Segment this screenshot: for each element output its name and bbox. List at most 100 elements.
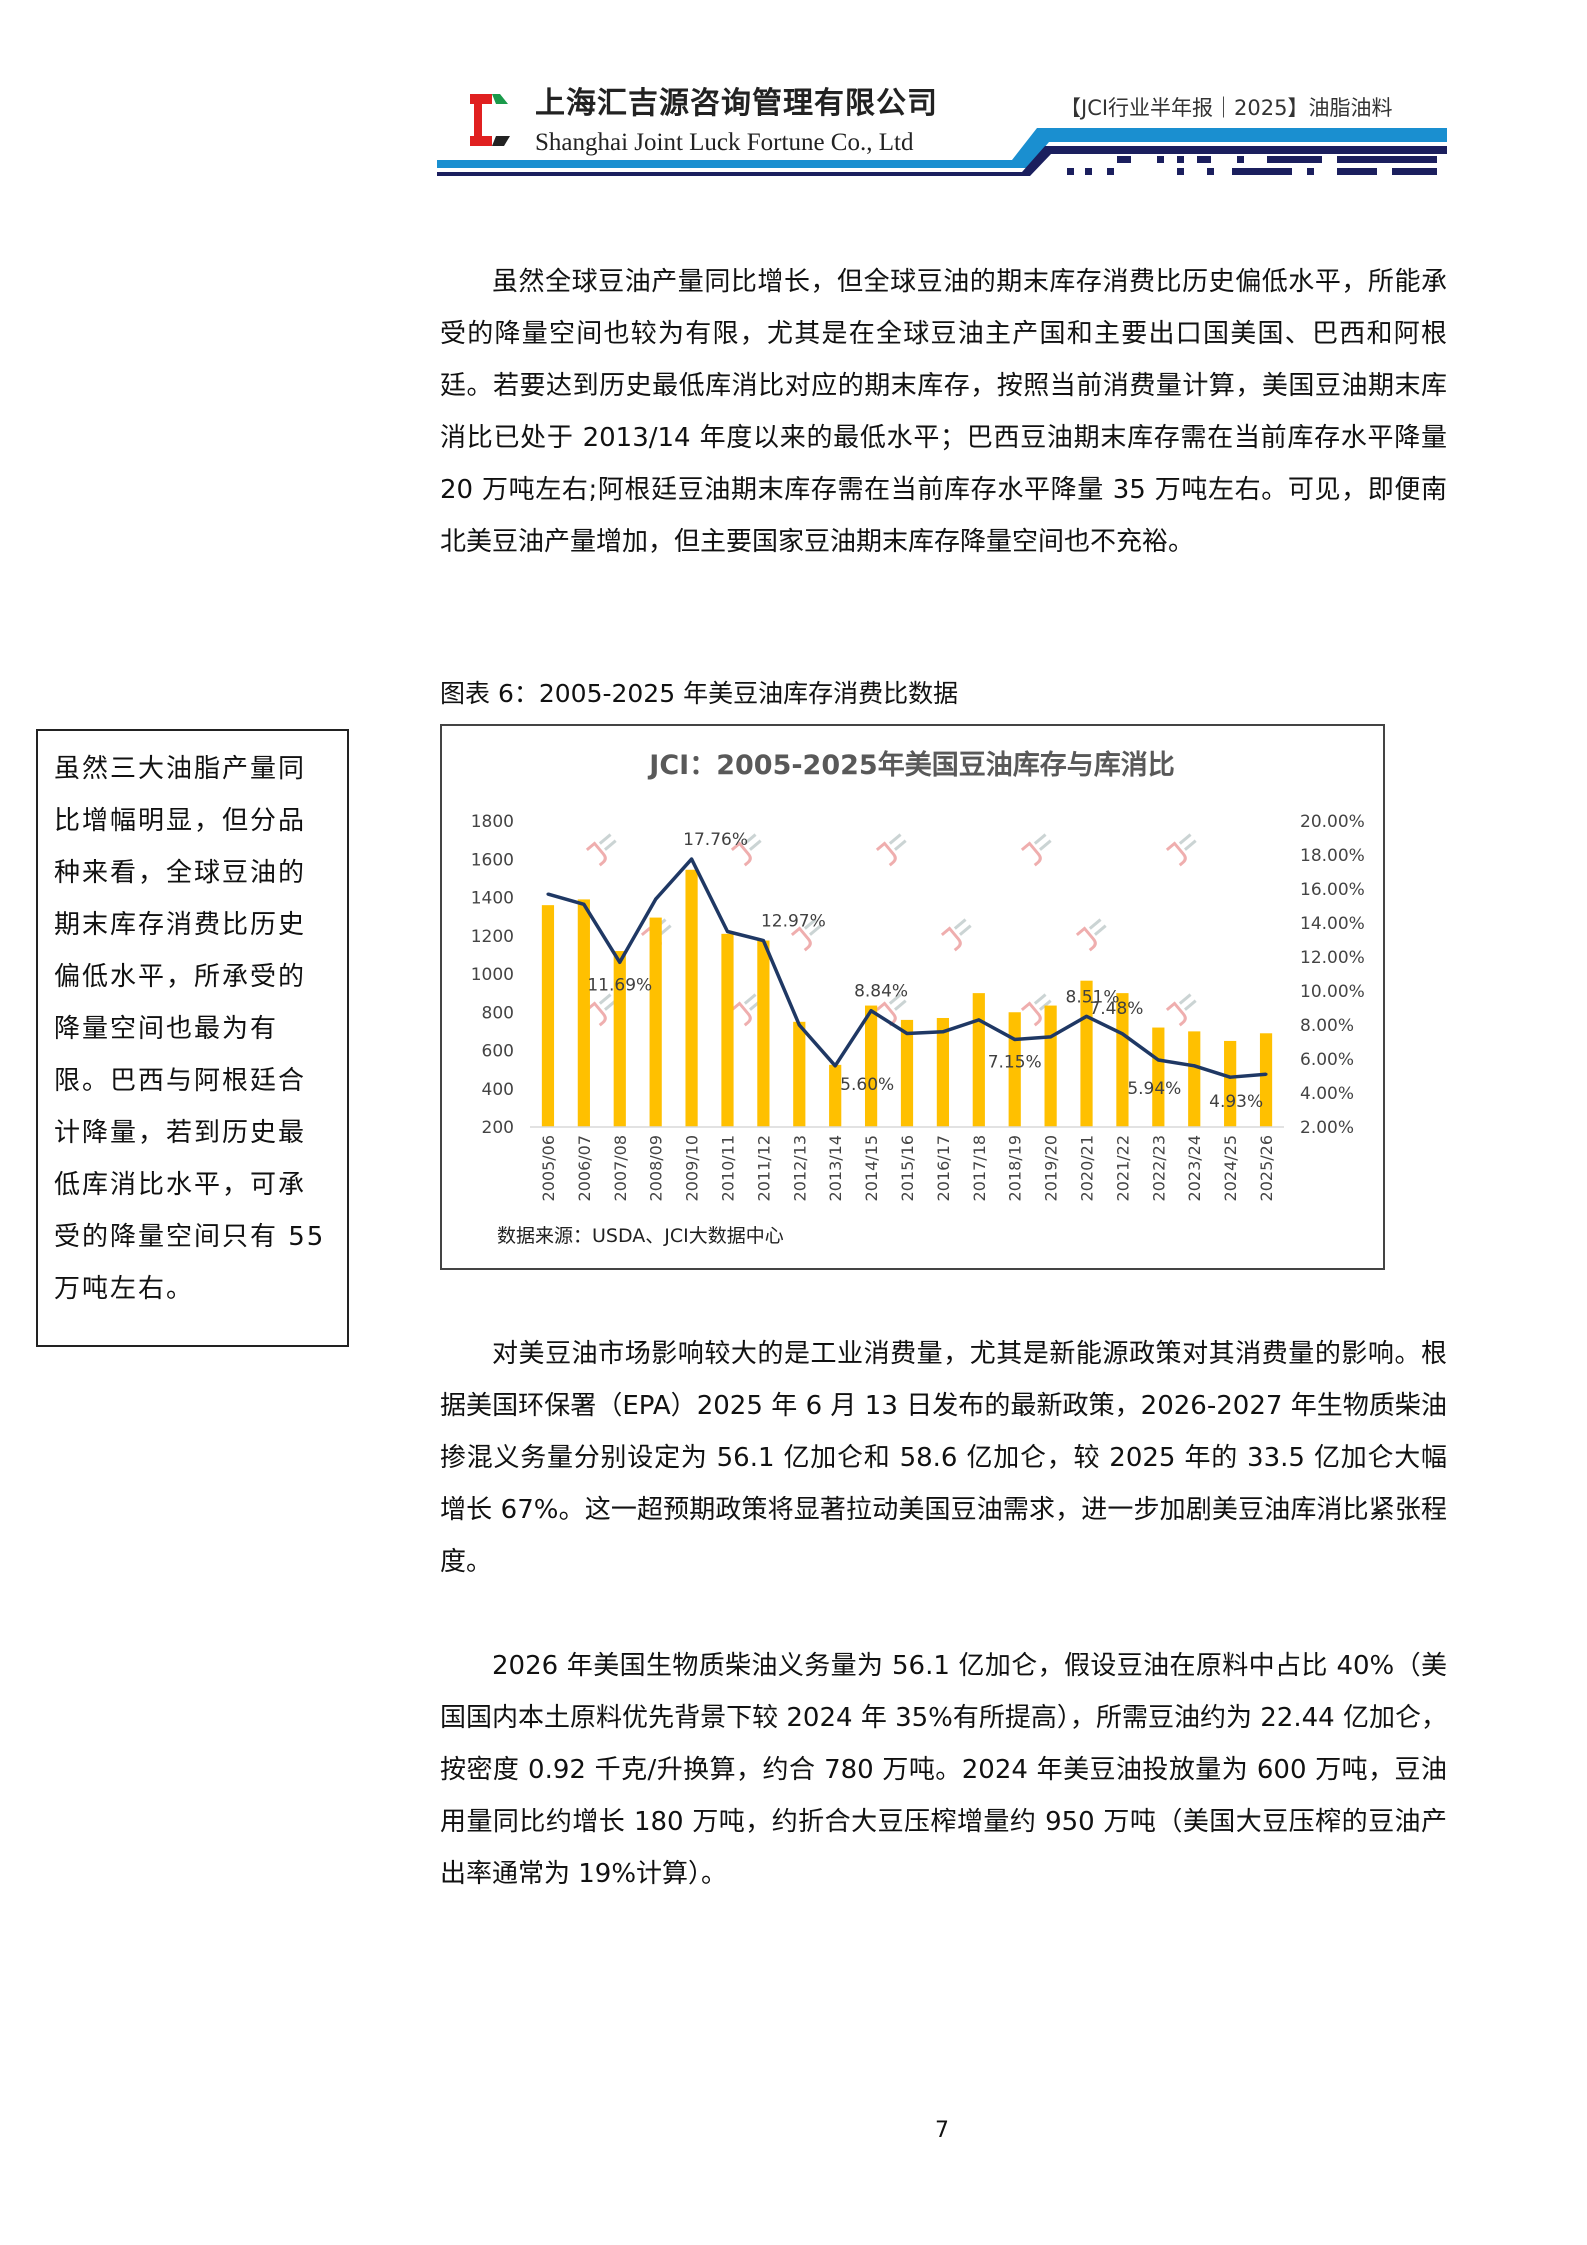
bar — [1224, 1040, 1237, 1127]
watermark-j-shape — [1020, 1001, 1042, 1027]
bar — [685, 869, 698, 1127]
x-axis-tick: 2009/10 — [683, 1135, 702, 1201]
watermark-logo — [585, 993, 617, 1027]
watermark-logo — [730, 833, 762, 867]
paragraph-3-text: 2026 年美国生物质柴油义务量为 56.1 亿加仑，假设豆油在原料中占比 40… — [440, 1651, 1447, 1889]
bar — [613, 951, 626, 1127]
x-axis-tick: 2016/17 — [934, 1135, 953, 1201]
x-axis-tick: 2024/25 — [1221, 1135, 1240, 1201]
watermark-logo — [1020, 833, 1052, 867]
watermark-mark — [894, 839, 907, 851]
watermark-j-shape — [1165, 1001, 1187, 1027]
paragraph-3: 2026 年美国生物质柴油义务量为 56.1 亿加仑，假设豆油在原料中占比 40… — [440, 1640, 1447, 1900]
right-axis-tick: 20.00% — [1300, 812, 1365, 832]
figure-caption: 图表 6：2005-2025 年美豆油库存消费比数据 — [440, 679, 959, 708]
company-logo — [470, 94, 510, 146]
watermark-j-shape — [585, 1001, 607, 1027]
x-axis-tick: 2017/18 — [970, 1135, 989, 1201]
left-axis-tick: 1600 — [471, 850, 514, 870]
bar — [649, 917, 662, 1127]
bar — [793, 1021, 806, 1127]
bar — [721, 933, 734, 1127]
ratio-point — [1192, 1064, 1196, 1068]
ratio-point — [869, 1009, 873, 1013]
watermark-mark — [1178, 833, 1192, 845]
x-axis-tick: 2013/14 — [826, 1135, 845, 1201]
company-name-en: Shanghai Joint Luck Fortune Co., Ltd — [535, 129, 914, 156]
ratio-series — [546, 857, 1268, 1079]
watermark-mark — [1033, 833, 1047, 845]
watermark-mark — [888, 993, 902, 1005]
bar — [1188, 1031, 1201, 1127]
ratio-point — [654, 897, 658, 901]
ratio-point — [690, 857, 694, 861]
data-label: 8.84% — [854, 982, 908, 1002]
data-label: 12.97% — [761, 912, 826, 932]
watermark-mark — [743, 993, 757, 1005]
right-axis-tick: 18.00% — [1300, 846, 1365, 866]
x-axis-tick: 2025/26 — [1257, 1135, 1276, 1201]
bar — [1152, 1027, 1165, 1127]
ratio-point — [1049, 1035, 1053, 1039]
left-axis-tick: 800 — [482, 1003, 514, 1023]
paragraph-2-text: 对美豆油市场影响较大的是工业消费量，尤其是新能源政策对其消费量的影响。根据美国环… — [440, 1339, 1447, 1577]
data-label: 7.15% — [988, 1052, 1042, 1072]
chart-title: JCI：2005-2025年美国豆油库存与库消比 — [647, 749, 1174, 781]
watermark-mark — [604, 839, 617, 851]
x-axis-tick: 2018/19 — [1006, 1135, 1025, 1201]
ratio-point — [941, 1030, 945, 1034]
watermark-j-shape — [730, 841, 752, 867]
right-axis-tick: 6.00% — [1300, 1050, 1354, 1070]
paragraph-1: 虽然全球豆油产量同比增长，但全球豆油的期末库存消费比历史偏低水平，所能承受的降量… — [440, 256, 1447, 568]
sidebar-note: 虽然三大油脂产量同比增幅明显，但分品种来看，全球豆油的期末库存消费比历史偏低水平… — [36, 729, 349, 1347]
ratio-point — [1228, 1075, 1232, 1079]
header-decoration — [437, 128, 1447, 176]
ratio-point — [761, 939, 765, 943]
bar — [900, 1019, 914, 1127]
watermark-mark — [1184, 999, 1197, 1011]
watermark-logo — [790, 918, 822, 952]
x-axis-tick: 2010/11 — [718, 1135, 737, 1201]
ratio-point — [725, 930, 729, 933]
ratio-point — [1085, 1014, 1089, 1018]
ratio-point — [1013, 1037, 1017, 1041]
left-axis-tick: 200 — [482, 1118, 514, 1138]
chart-frame: JCI：2005-2025年美国豆油库存与库消比 11.69% 17.76% 12.… — [440, 724, 1385, 1270]
data-label: 4.93% — [1209, 1092, 1263, 1112]
bar — [577, 899, 590, 1127]
bar — [829, 1064, 842, 1127]
data-label: 11.69% — [587, 975, 652, 995]
left-axis-tick: 600 — [482, 1042, 514, 1062]
x-axis-tick: 2007/08 — [611, 1135, 630, 1201]
left-axis-tick: 400 — [482, 1080, 514, 1100]
right-axis-tick: 4.00% — [1300, 1084, 1354, 1104]
watermark-mark — [598, 833, 612, 845]
x-axis-tick: 2021/22 — [1113, 1135, 1132, 1201]
report-tag: 【JCI行业半年报｜2025】油脂油料 — [1060, 96, 1393, 120]
watermark-logo — [1020, 993, 1052, 1027]
watermark-logo — [1165, 993, 1197, 1027]
ratio-point — [1156, 1058, 1160, 1062]
ratio-point — [797, 1023, 801, 1027]
bar — [1259, 1033, 1273, 1127]
watermark-j-shape — [585, 841, 607, 867]
watermark-j-shape — [940, 926, 962, 952]
bar — [972, 993, 985, 1127]
watermark-logo — [1075, 918, 1107, 952]
right-axis-tick: 10.00% — [1300, 982, 1365, 1002]
right-axis-tick: 8.00% — [1300, 1016, 1354, 1036]
watermark-mark — [1033, 993, 1047, 1005]
left-axis-tick: 1800 — [471, 812, 514, 832]
watermark-j-shape — [1075, 926, 1097, 952]
paragraph-2: 对美豆油市场影响较大的是工业消费量，尤其是新能源政策对其消费量的影响。根据美国环… — [440, 1328, 1447, 1588]
watermark-mark — [1039, 839, 1052, 851]
axes: 200 400 600 800 1000 1200 1400 1600 1800 2.00% 4.0… — [471, 812, 1365, 1201]
left-axis-tick: 1400 — [471, 889, 514, 909]
data-label: 5.94% — [1127, 1079, 1181, 1099]
left-axis-tick: 1200 — [471, 927, 514, 947]
ratio-point — [582, 902, 586, 906]
right-axis-tick: 16.00% — [1300, 880, 1365, 900]
company-name-cn: 上海汇吉源咨询管理有限公司 — [535, 86, 938, 121]
top-text-block: 虽然全球豆油产量同比增长，但全球豆油的期末库存消费比历史偏低水平，所能承受的降量… — [440, 256, 1447, 568]
